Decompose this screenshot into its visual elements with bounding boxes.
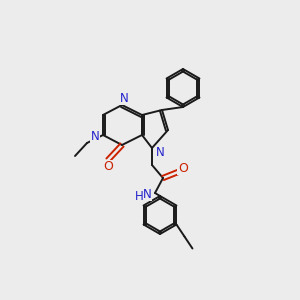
Text: N: N — [142, 188, 152, 200]
Text: N: N — [91, 130, 99, 142]
Text: H: H — [135, 190, 143, 203]
Text: N: N — [120, 92, 128, 104]
Text: O: O — [103, 160, 113, 173]
Text: N: N — [156, 146, 164, 160]
Text: O: O — [178, 161, 188, 175]
